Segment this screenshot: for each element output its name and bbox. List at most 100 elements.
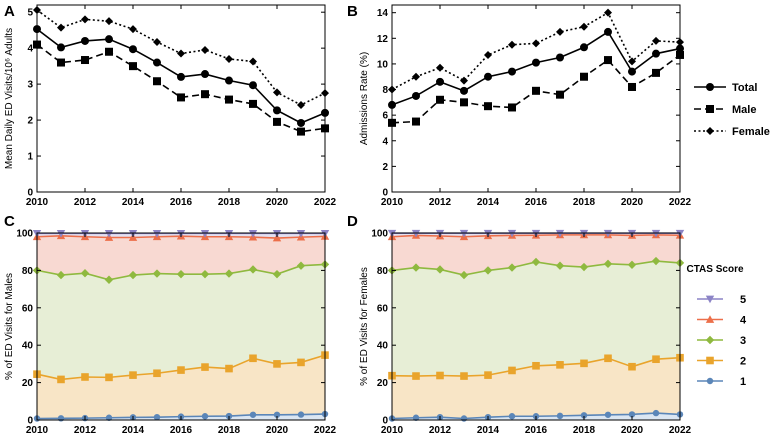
- point-total-2013: [105, 35, 113, 44]
- point-ctas-1-2017: [201, 413, 209, 420]
- point-male-2014: [484, 102, 492, 111]
- x-tick-label: 2022: [314, 425, 337, 436]
- x-tick-label: 2014: [122, 425, 145, 436]
- y-tick-label: 80: [22, 266, 34, 277]
- point-ctas-3-2013: [459, 270, 469, 280]
- y-tick-label: 40: [22, 341, 34, 352]
- point-total-2012: [436, 77, 444, 86]
- point-ctas-5-2015: [507, 229, 517, 238]
- point-ctas-2-2020: [628, 362, 636, 371]
- legend-label-male: Male: [732, 104, 756, 116]
- x-tick-label: 2012: [74, 425, 97, 436]
- y-axis-label: % of ED Visits for Males: [4, 273, 15, 380]
- y-tick-label: 4: [382, 136, 388, 147]
- point-male-2013: [105, 47, 113, 56]
- point-total-2012: [81, 36, 89, 45]
- point-male-2016: [532, 86, 540, 95]
- point-male-2012: [436, 95, 444, 104]
- point-female-2020: [628, 57, 636, 66]
- point-ctas-3-2019: [603, 259, 613, 269]
- area-band-2-3: [392, 261, 680, 377]
- point-ctas-3-2014: [483, 266, 493, 275]
- ctas-legend-label-4: 4: [740, 315, 747, 327]
- point-ctas-3-2021: [651, 256, 661, 266]
- point-ctas-3-2018: [579, 262, 589, 272]
- point-ctas-2-2021: [652, 355, 660, 364]
- y-tick-label: 80: [377, 266, 389, 277]
- area-band-1-2: [392, 357, 680, 419]
- point-ctas-1-2019: [604, 411, 612, 418]
- x-tick-label: 2016: [525, 425, 548, 436]
- point-total-2020: [628, 67, 636, 76]
- point-male-2012: [81, 56, 89, 65]
- point-ctas-5-2011: [56, 230, 66, 238]
- point-total-2019: [604, 27, 612, 36]
- point-ctas-2-2015: [153, 369, 161, 378]
- point-total-2011: [412, 91, 420, 100]
- point-ctas-2-2014: [484, 371, 492, 379]
- point-female-2017: [556, 27, 564, 36]
- point-total-2014: [129, 45, 137, 54]
- point-ctas-3-2015: [507, 263, 517, 272]
- area-band-3-4: [392, 234, 680, 276]
- point-ctas-1-2011: [412, 414, 420, 421]
- point-ctas-5-2013: [104, 230, 114, 238]
- y-tick-label: 20: [377, 378, 389, 389]
- point-male-2021: [652, 68, 660, 77]
- point-female-2019: [604, 8, 612, 17]
- x-tick-label: 2014: [477, 425, 500, 436]
- point-female-2020: [273, 88, 281, 97]
- point-female-2014: [129, 25, 137, 34]
- panel-label: D: [347, 213, 358, 230]
- x-tick-label: 2016: [170, 197, 193, 208]
- x-tick-label: 2010: [381, 197, 404, 208]
- y-tick-label: 20: [22, 378, 34, 389]
- point-female-2019: [249, 57, 257, 66]
- y-tick-label: 1: [27, 152, 33, 163]
- x-tick-label: 2014: [477, 197, 500, 208]
- point-ctas-3-2017: [555, 261, 565, 270]
- y-tick-label: 10: [377, 59, 389, 70]
- point-male-2020: [273, 117, 281, 126]
- point-female-2021: [652, 36, 660, 45]
- point-ctas-1-2021: [652, 409, 660, 417]
- y-tick-label: 2: [382, 162, 388, 173]
- point-ctas-1-2011: [57, 415, 65, 422]
- point-male-2015: [508, 103, 516, 112]
- point-male-2014: [129, 62, 137, 71]
- y-axis-label: % of ED Visits for Females: [359, 267, 370, 386]
- ctas-legend: CTAS Score 5 4 3 2 1: [686, 264, 747, 388]
- panel-c-chart: 2010 2012 2014 2016 2018 2020 2022 0 20 40 60 80 100…: [4, 213, 337, 436]
- panel-label: C: [4, 213, 15, 230]
- area-band-1-2: [37, 355, 325, 419]
- x-tick-label: 2016: [170, 425, 193, 436]
- point-ctas-1-2018: [580, 412, 588, 419]
- point-ctas-5-2013: [459, 229, 469, 238]
- point-ctas-2-2015: [508, 366, 516, 375]
- ctas-legend-marker-2: [706, 356, 714, 365]
- point-ctas-2-2017: [556, 361, 564, 369]
- point-female-2013: [105, 17, 113, 26]
- x-tick-label: 2020: [266, 197, 289, 208]
- series-line-female: [391, 11, 681, 91]
- y-tick-label: 6: [382, 111, 388, 122]
- y-tick-label: 2: [27, 116, 33, 127]
- point-ctas-1-2013: [105, 414, 113, 421]
- area-band-2-3: [37, 264, 325, 380]
- point-ctas-1-2017: [556, 412, 564, 420]
- point-ctas-1-2013: [460, 415, 468, 422]
- x-tick-label: 2020: [621, 425, 644, 436]
- point-total-2016: [177, 72, 185, 81]
- plot-frame: [391, 4, 681, 193]
- x-tick-label: 2012: [429, 425, 452, 436]
- ctas-legend-marker-3: [705, 335, 715, 345]
- point-ctas-3-2017: [200, 269, 210, 279]
- point-ctas-5-2017: [200, 230, 210, 238]
- x-tick-label: 2022: [669, 197, 692, 208]
- point-ctas-5-2021: [296, 230, 306, 238]
- ctas-legend-marker-1: [706, 377, 714, 385]
- point-male-2013: [460, 98, 468, 107]
- legend-label-female: Female: [732, 126, 770, 138]
- point-ctas-5-2011: [411, 229, 421, 238]
